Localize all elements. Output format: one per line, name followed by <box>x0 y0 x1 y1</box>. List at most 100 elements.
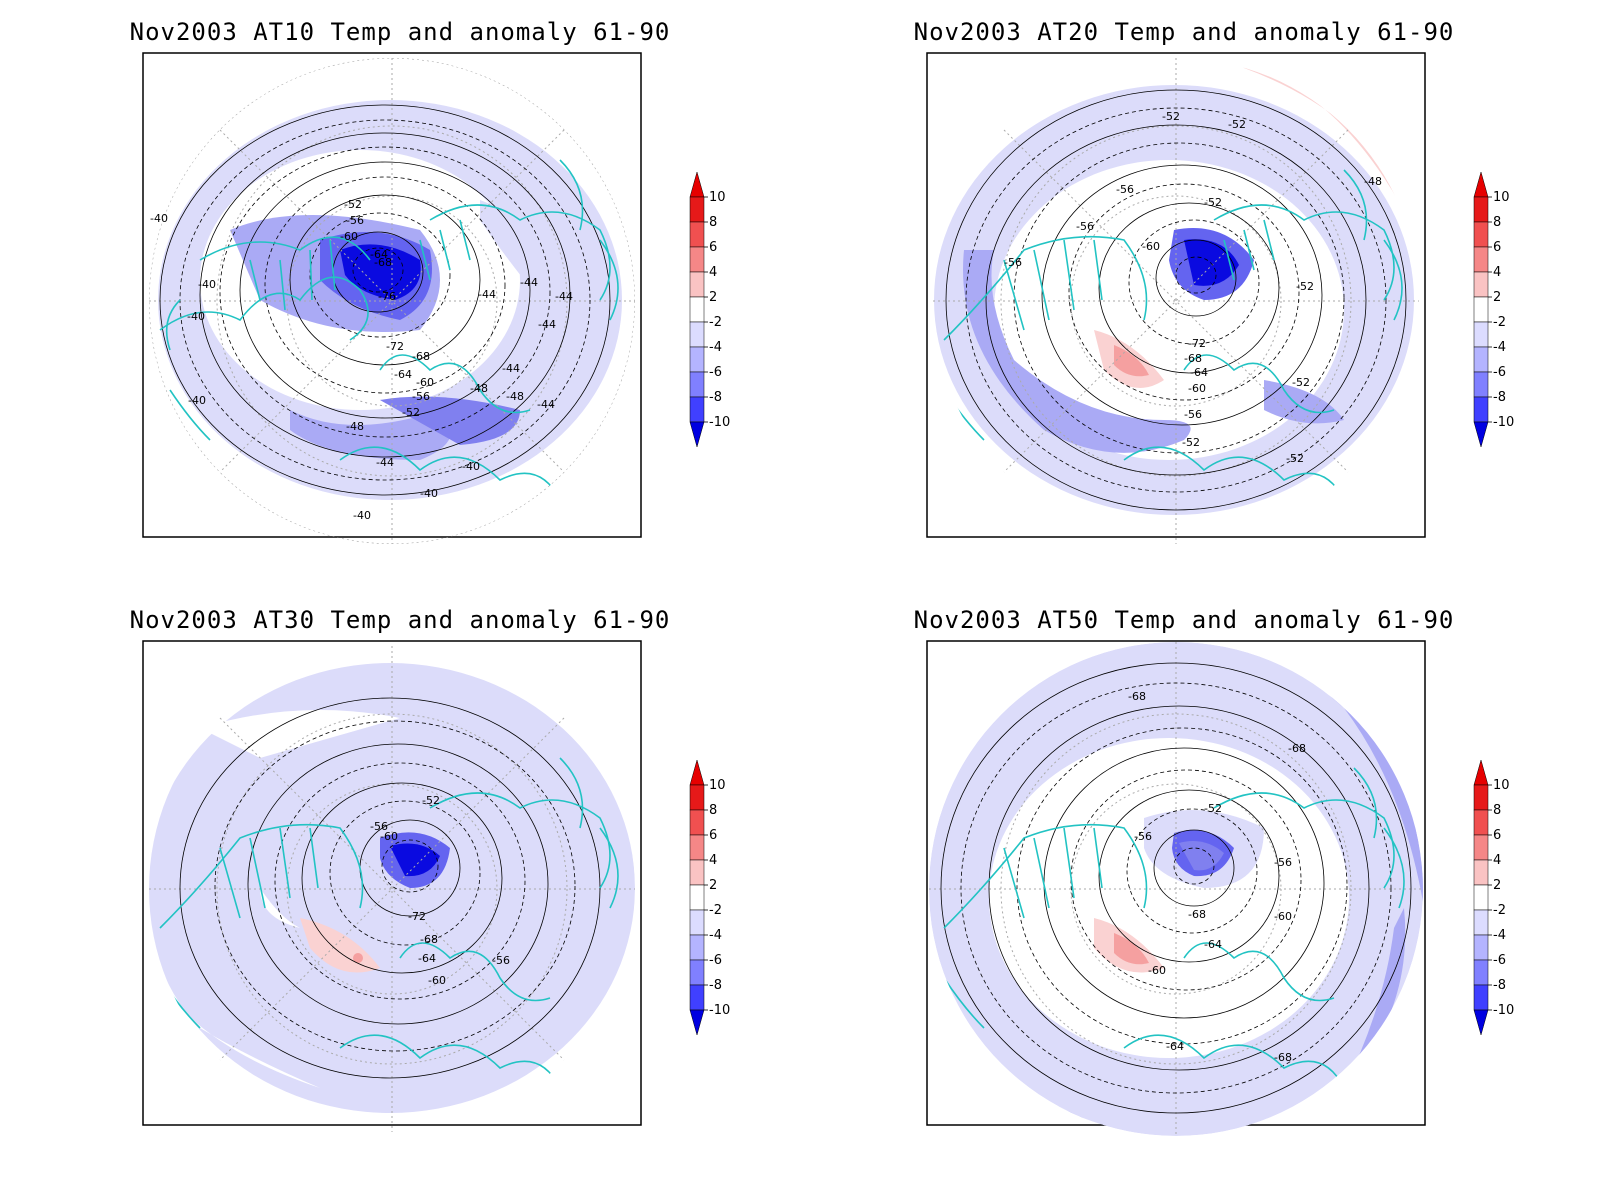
colorbar-label: 10 <box>709 190 726 205</box>
colorbar-label: -10 <box>709 1003 730 1018</box>
contour-label: -56 <box>1004 256 1022 269</box>
map-at50: -68 -68 -68 -52 -56 -56 -60 -60 -64 -64 … <box>926 640 1514 1136</box>
contour-label: -52 <box>1292 376 1310 389</box>
colorbar-label: 6 <box>1493 828 1501 843</box>
colorbar-segment <box>689 296 705 323</box>
contour-label: -52 <box>1182 436 1200 449</box>
colorbar-top-arrow <box>689 759 705 786</box>
contour-label: -44 <box>537 398 555 411</box>
colorbar-segment <box>689 784 705 811</box>
map-at30: -52 -56 -56 -60 -60 -64 -68 -72 10 8 6 4 2 -2… <box>142 640 730 1132</box>
colorbar-segment <box>1473 809 1489 836</box>
colorbar-segment <box>1473 321 1489 348</box>
colorbar-label: -6 <box>709 953 722 968</box>
colorbar-label: -4 <box>709 928 722 943</box>
contour-label: -64 <box>1204 938 1222 951</box>
colorbar-label: 2 <box>709 290 717 305</box>
colorbar-segment <box>689 371 705 398</box>
colorbar-label: -4 <box>1493 340 1506 355</box>
panel-at10: Nov2003 AT10 Temp and anomaly 61-90 <box>0 0 800 600</box>
contour-label: -68 <box>374 256 392 269</box>
contour-label: -44 <box>520 276 538 289</box>
contour-label: -40 <box>420 487 438 500</box>
contour-label: -44 <box>502 362 520 375</box>
colorbar-top-arrow <box>1473 171 1489 198</box>
colorbar-label: -2 <box>709 315 722 330</box>
contour-label: -60 <box>1142 240 1160 253</box>
contour-label: -48 <box>346 420 364 433</box>
colorbar-segment <box>1473 834 1489 861</box>
colorbar-segment <box>1473 784 1489 811</box>
colorbar-label: 10 <box>1493 778 1510 793</box>
contour-label: -60 <box>380 830 398 843</box>
colorbar-segment <box>689 346 705 373</box>
contour-labels: -52 -52 -52 -52 -52 -52 -52 -48 -56 -56 … <box>1004 110 1382 465</box>
colorbar-bottom-arrow <box>689 1009 705 1036</box>
contour-label: -44 <box>478 288 496 301</box>
contour-label: -76 <box>378 290 396 303</box>
contour-label: -40 <box>188 394 206 407</box>
colorbar-label: -8 <box>1493 390 1506 405</box>
colorbar-segment <box>689 859 705 886</box>
contour-label: -44 <box>555 290 573 303</box>
colorbar-segment <box>1473 959 1489 986</box>
colorbar-label: 2 <box>1493 290 1501 305</box>
contour-label: -72 <box>1188 337 1206 350</box>
contour-label: -56 <box>370 820 388 833</box>
colorbar-label: 4 <box>1493 265 1501 280</box>
colorbar-bottom-arrow <box>689 421 705 448</box>
colorbar-label: 4 <box>709 853 717 868</box>
contour-label: -56 <box>1134 830 1152 843</box>
colorbar-segment <box>689 884 705 911</box>
colorbar-segment <box>1473 984 1489 1011</box>
colorbar-segment <box>689 909 705 936</box>
contour-label: -56 <box>492 954 510 967</box>
colorbar-segment <box>1473 346 1489 373</box>
colorbar-label: -2 <box>1493 903 1506 918</box>
colorbar-label: 6 <box>1493 240 1501 255</box>
colorbar-segment <box>689 221 705 248</box>
colorbar-label: -6 <box>1493 365 1506 380</box>
colorbar-segment <box>689 959 705 986</box>
contour-labels: -52 -56 -56 -60 -60 -64 -68 -72 <box>370 794 510 987</box>
contour-label: -68 <box>412 350 430 363</box>
colorbar-label: 6 <box>709 240 717 255</box>
colorbar-label: 8 <box>709 803 717 818</box>
panel-title: Nov2003 AT10 Temp and anomaly 61-90 <box>129 18 671 46</box>
contour-label: -52 <box>1228 118 1246 131</box>
colorbar-label: -2 <box>709 903 722 918</box>
panel-at50: Nov2003 AT50 Temp and anomaly 61-90 <box>784 588 1584 1188</box>
colorbar-segment <box>1473 196 1489 223</box>
contour-label: -48 <box>470 382 488 395</box>
colorbar-segment <box>1473 396 1489 423</box>
colorbar-label: -4 <box>1493 928 1506 943</box>
colorbar-label: -8 <box>1493 978 1506 993</box>
contour-label: -64 <box>1190 366 1208 379</box>
colorbar-label: 10 <box>709 778 726 793</box>
contour-label: -68 <box>1128 690 1146 703</box>
contour-label: -40 <box>198 278 216 291</box>
colorbar-label: 10 <box>1493 190 1510 205</box>
contour-label: -48 <box>1364 175 1382 188</box>
colorbar-segment <box>1473 296 1489 323</box>
contour-label: -68 <box>1274 1051 1292 1064</box>
contour-label: -72 <box>386 340 404 353</box>
colorbar-label: 4 <box>1493 853 1501 868</box>
colorbar-label: -4 <box>709 340 722 355</box>
colorbar-segment <box>689 984 705 1011</box>
contour-labels: -68 -68 -68 -52 -56 -56 -60 -60 -64 -64 … <box>1128 690 1306 1064</box>
colorbar-label: -8 <box>709 978 722 993</box>
contour-label: -44 <box>538 318 556 331</box>
colorbar-segment <box>689 246 705 273</box>
contour-label: -40 <box>462 460 480 473</box>
contour-label: -68 <box>1184 352 1202 365</box>
colorbar-label: -10 <box>1493 415 1514 430</box>
colorbar-label: -6 <box>709 365 722 380</box>
colorbar-segment <box>1473 884 1489 911</box>
colorbar-label: -6 <box>1493 953 1506 968</box>
contour-label: -68 <box>1188 908 1206 921</box>
colorbar: 10 8 6 4 2 -2 -4 -6 -8 -10 <box>1473 759 1514 1036</box>
colorbar-segment <box>1473 221 1489 248</box>
colorbar-segment <box>689 396 705 423</box>
contour-label: -60 <box>428 974 446 987</box>
